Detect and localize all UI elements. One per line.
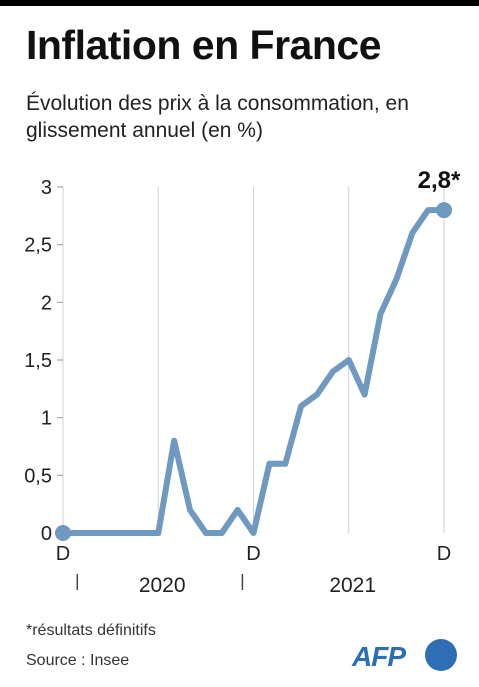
x-tick-label: D bbox=[437, 543, 451, 565]
y-tick-label: 2 bbox=[41, 292, 52, 314]
start-point bbox=[55, 525, 71, 541]
afp-logo-dot bbox=[425, 639, 457, 671]
y-tick-label: 0,5 bbox=[24, 465, 52, 487]
y-tick-label: 0 bbox=[41, 523, 52, 545]
chart-subtitle: Évolution des prix à la consommation, en… bbox=[26, 92, 409, 142]
chart-title: Inflation en France bbox=[26, 22, 382, 68]
source-label: Source : Insee bbox=[26, 652, 130, 669]
y-tick-label: 1 bbox=[41, 408, 52, 430]
end-point bbox=[436, 202, 452, 219]
x-tick-label: D bbox=[56, 543, 70, 565]
y-tick-label: 3 bbox=[41, 177, 52, 199]
x-tick-label: D bbox=[246, 543, 260, 565]
year-label: 2021 bbox=[329, 574, 376, 597]
footnote: *résultats définitifs bbox=[26, 622, 156, 639]
top-bar bbox=[0, 0, 479, 6]
y-tick-label: 1,5 bbox=[24, 350, 52, 372]
series-line bbox=[60, 207, 447, 536]
y-tick-label: 2,5 bbox=[24, 235, 52, 257]
data-label: 2,8* bbox=[418, 167, 461, 194]
year-label: 2020 bbox=[139, 574, 186, 597]
afp-logo-text: AFP bbox=[352, 641, 406, 672]
